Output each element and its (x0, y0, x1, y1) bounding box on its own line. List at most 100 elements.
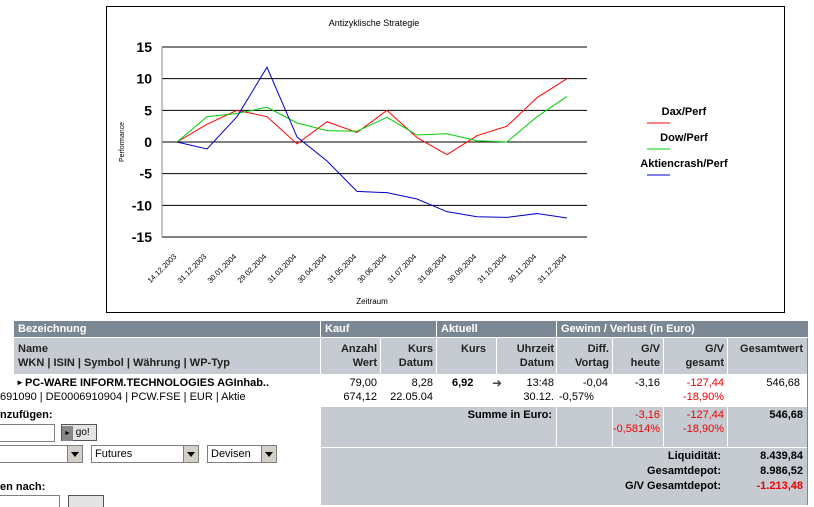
series-line-2 (176, 95, 568, 143)
y-axis-label: Performance (119, 122, 126, 162)
summe-empty-cell (557, 407, 612, 447)
x-tick-label: 30.04.2004 (296, 252, 329, 285)
chart-panel: Antizyklische Strategie 15 10 5 0 -5 -10 -15 Per… (106, 6, 785, 313)
col-header-kurs-kauf: Kurs Datum (381, 338, 436, 374)
x-tick-label: 29.02.2004 (236, 252, 269, 285)
chevron-down-icon (183, 446, 198, 462)
group-gewinn: Gewinn / Verlust (in Euro) (557, 321, 808, 337)
diff-pct-value: -0,57% (559, 391, 594, 403)
devisen-select[interactable]: Devisen (207, 445, 277, 463)
legend-label: Aktiencrash/Perf (640, 158, 728, 170)
gv-gesamtdepot-label: G/V Gesamtdepot: (625, 480, 721, 492)
series-line-3 (176, 66, 568, 219)
search-button[interactable] (68, 495, 104, 507)
group-aktuell: Aktuell (437, 321, 556, 337)
legend-label: Dow/Perf (660, 132, 708, 144)
header-diff: Diff. (587, 343, 609, 355)
chart-title: Antizyklische Strategie (329, 18, 420, 28)
header-heute: heute (630, 357, 660, 369)
header-gv-gesamt-top: G/V (705, 343, 724, 355)
y-tick-label: 15 (136, 39, 152, 55)
header-anzahl: Anzahl (340, 343, 377, 355)
col-header-name: Name WKN | ISIN | Symbol | Währung | WP-… (14, 338, 320, 374)
add-label: nzufügen: (0, 409, 53, 421)
group-bezeichnung: Bezeichnung (14, 321, 320, 337)
legend-label: Dax/Perf (662, 106, 707, 118)
header-gv-heute-top: G/V (641, 343, 660, 355)
x-tick-label: 30.09.2004 (446, 252, 479, 285)
x-tick-label: 30.06.2004 (356, 252, 389, 285)
header-kurs-kauf: Kurs (407, 343, 433, 355)
y-tick-label: 10 (136, 71, 152, 87)
header-name: Name (18, 343, 48, 355)
gv-gesamtdepot-value: -1.213,48 (756, 480, 803, 492)
col-header-gesamtwert: Gesamtwert (728, 338, 808, 374)
uhrzeit-value: 13:48 (526, 377, 554, 389)
summe-label: Summe in Euro: (467, 409, 552, 421)
summe-label-cell: Summe in Euro: (321, 407, 556, 447)
header-uhrzeit: Uhrzeit (516, 343, 554, 355)
x-tick-label: 31.07.2004 (386, 252, 419, 285)
row-expand-icon[interactable]: ► (16, 378, 24, 387)
go-button[interactable]: ► go! (61, 424, 97, 441)
x-tick-label: 31.12.2004 (536, 252, 569, 285)
security-name-link[interactable]: PC-WARE INFORM.TECHNOLOGIES AGInhab.. (25, 377, 270, 389)
x-tick-label: 14.12.2003 (146, 252, 179, 285)
header-gesamtwert: Gesamtwert (740, 343, 803, 355)
summe-gesamtwert: 546,68 (769, 409, 803, 421)
summe-gv-gesamt-pct: -18,90% (683, 423, 724, 435)
add-input[interactable] (0, 424, 55, 442)
gv-heute-value: -3,16 (634, 377, 660, 389)
summe-gv-heute-pct: -0,5814% (612, 423, 660, 435)
series-line-1 (176, 78, 568, 156)
search-input[interactable] (0, 495, 60, 507)
performance-chart: Antizyklische Strategie 15 10 5 0 -5 -10 -15 Per… (119, 18, 728, 306)
gesamtdepot-label: Gesamtdepot: (647, 465, 721, 477)
liquiditaet-label: Liquidität: (667, 450, 721, 462)
summe-gv-heute-cell: -3,16 -0,5814% (613, 407, 663, 447)
x-tick-label: 30.11.2004 (506, 252, 539, 285)
x-tick-label: 31.08.2004 (416, 252, 449, 285)
header-gesamt: gesamt (685, 357, 724, 369)
x-tick-label: 31.12.2003 (176, 252, 209, 285)
y-tick-label: -15 (132, 229, 152, 245)
datum-kauf-value: 22.05.04 (390, 391, 433, 403)
col-header-gv-heute: G/V heute (613, 338, 663, 374)
col-header-kurs: Kurs (437, 338, 496, 374)
anzahl-value: 79,00 (349, 377, 377, 389)
gesamtwert-value: 546,68 (766, 377, 800, 389)
chevron-down-icon (261, 446, 276, 462)
header-ids: WKN | ISIN | Symbol | Währung | WP-Typ (18, 357, 230, 369)
gesamtdepot-value: 8.986,52 (760, 465, 803, 477)
col-header-uhrzeit: Uhrzeit Datum (497, 338, 556, 374)
x-tick-label: 31.10.2004 (476, 252, 509, 285)
header-datum: Datum (519, 357, 554, 369)
kurs-value: 6,92 (452, 377, 474, 389)
security-ids: 691090 | DE0006910904 | PCW.FSE | EUR | … (0, 391, 246, 403)
totals-panel: Liquidität: 8.439,84 Gesamtdepot: 8.986,… (321, 448, 808, 505)
gv-gesamt-value: -127,44 (686, 377, 724, 389)
kurs-kauf-value: 8,28 (411, 377, 433, 389)
summe-gv-gesamt-cell: -127,44 -18,90% (664, 407, 727, 447)
futures-select[interactable]: Futures (91, 445, 199, 463)
summe-gv-gesamt: -127,44 (686, 409, 724, 421)
table-right-border (807, 338, 808, 505)
y-tick-label: 5 (144, 102, 152, 118)
x-tick-label: 31.03.2004 (266, 252, 299, 285)
trend-arrow-icon: ➜ (492, 376, 503, 390)
futures-select-value: Futures (95, 448, 133, 460)
summe-gv-heute: -3,16 (634, 409, 660, 421)
y-tick-label: -10 (132, 197, 152, 213)
datum-value: 30.12. (523, 391, 554, 403)
search-label: en nach: (0, 481, 46, 493)
summe-gesamtwert-cell: 546,68 (728, 407, 808, 447)
col-header-gv-gesamt: G/V gesamt (664, 338, 727, 374)
go-label: go! (75, 427, 90, 438)
y-tick-label: 0 (144, 134, 152, 150)
header-datum-kauf: Datum (398, 357, 433, 369)
header-wert: Wert (352, 357, 377, 369)
liquiditaet-value: 8.439,84 (760, 450, 803, 462)
group-kauf: Kauf (321, 321, 436, 337)
chevron-down-icon (67, 446, 82, 462)
type-select[interactable] (0, 445, 83, 463)
